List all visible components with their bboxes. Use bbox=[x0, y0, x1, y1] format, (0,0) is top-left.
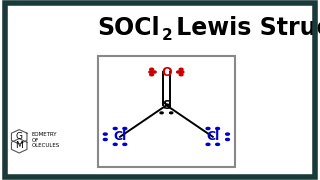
Circle shape bbox=[180, 71, 184, 73]
Circle shape bbox=[206, 143, 210, 145]
Text: OF: OF bbox=[31, 138, 39, 143]
Circle shape bbox=[216, 127, 220, 130]
Circle shape bbox=[216, 143, 220, 145]
FancyBboxPatch shape bbox=[98, 56, 235, 167]
Circle shape bbox=[150, 71, 154, 73]
Circle shape bbox=[150, 71, 154, 73]
Circle shape bbox=[206, 127, 210, 130]
Text: SOCl: SOCl bbox=[97, 16, 160, 40]
Circle shape bbox=[150, 74, 154, 76]
Text: G: G bbox=[16, 132, 23, 141]
Circle shape bbox=[149, 71, 153, 73]
Circle shape bbox=[180, 71, 183, 73]
Circle shape bbox=[179, 68, 183, 70]
Circle shape bbox=[113, 143, 117, 145]
Text: Cl: Cl bbox=[206, 130, 220, 143]
Circle shape bbox=[226, 138, 229, 141]
Text: O: O bbox=[161, 66, 172, 78]
Text: Lewis Structure: Lewis Structure bbox=[168, 16, 320, 40]
Text: M: M bbox=[15, 141, 23, 150]
Circle shape bbox=[226, 133, 229, 135]
Text: OLECULES: OLECULES bbox=[31, 143, 60, 148]
Text: 2: 2 bbox=[162, 28, 172, 43]
Circle shape bbox=[170, 112, 173, 114]
Circle shape bbox=[150, 68, 154, 70]
Circle shape bbox=[152, 71, 156, 73]
Circle shape bbox=[123, 127, 127, 130]
Circle shape bbox=[180, 71, 183, 73]
Text: Cl: Cl bbox=[113, 130, 127, 143]
Text: EOMETRY: EOMETRY bbox=[31, 132, 57, 137]
Circle shape bbox=[160, 112, 163, 114]
Circle shape bbox=[113, 127, 117, 130]
Circle shape bbox=[103, 133, 107, 135]
Circle shape bbox=[180, 71, 184, 73]
Circle shape bbox=[103, 138, 107, 141]
Circle shape bbox=[149, 71, 153, 73]
Circle shape bbox=[179, 74, 183, 76]
Circle shape bbox=[177, 71, 180, 73]
Circle shape bbox=[123, 143, 127, 145]
Text: S: S bbox=[162, 99, 171, 112]
